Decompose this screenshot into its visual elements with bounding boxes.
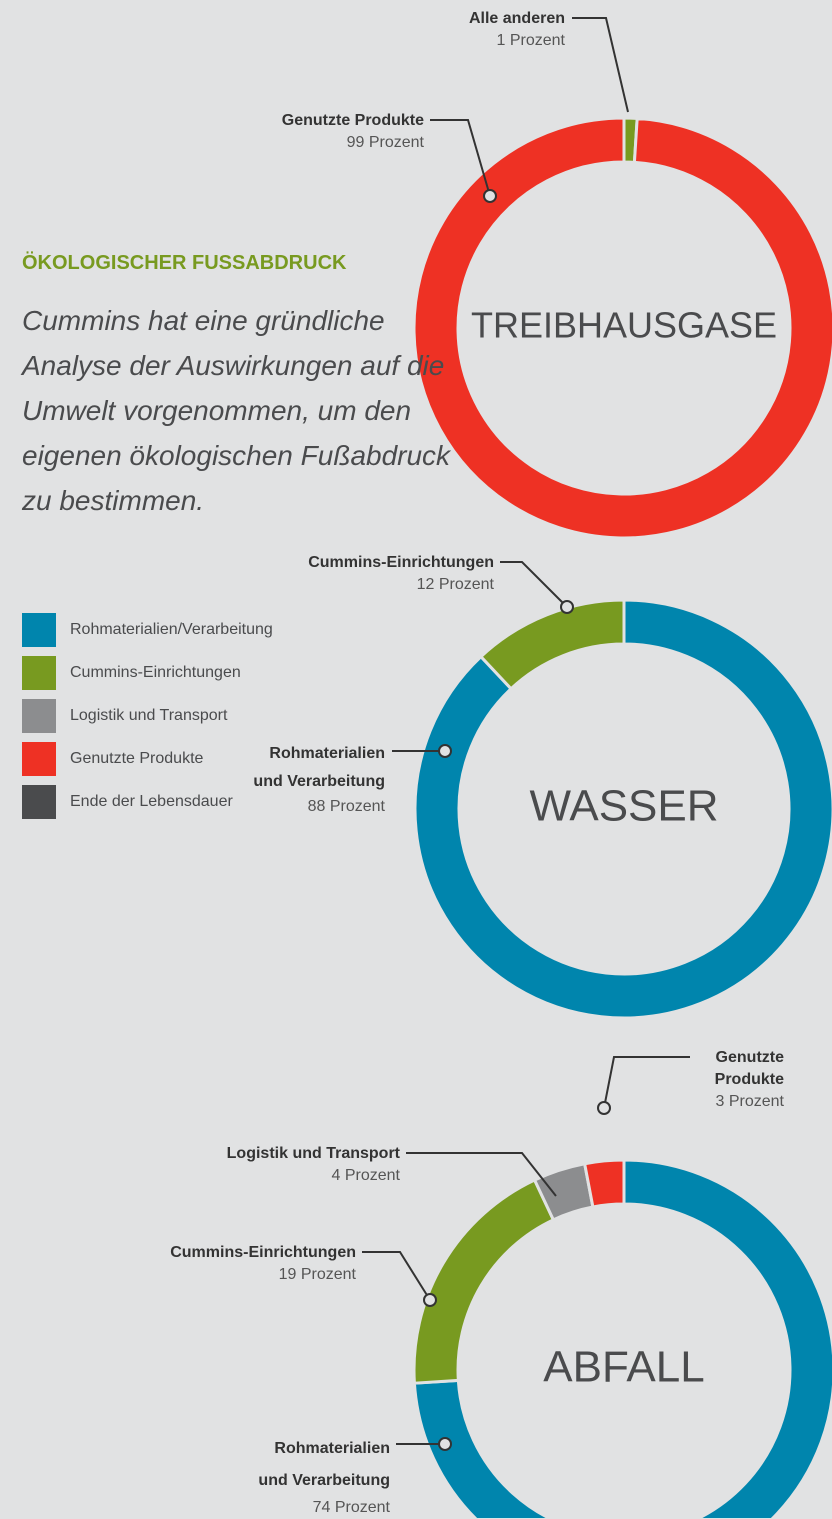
legend-label: Genutzte Produkte bbox=[70, 750, 204, 767]
donut-segment bbox=[412, 1177, 556, 1385]
donut-segment bbox=[412, 1158, 832, 1518]
legend-label: Rohmaterialien/Verarbeitung bbox=[70, 621, 273, 638]
segment-name: Rohmaterialien und Verarbeitung bbox=[258, 1440, 390, 1489]
segment-label: Genutzte Produkte 99 Prozent bbox=[224, 110, 424, 154]
segment-value: 12 Prozent bbox=[416, 576, 494, 593]
donut-title: ABFALL bbox=[543, 1343, 704, 1392]
segment-value: 88 Prozent bbox=[307, 798, 385, 815]
segment-label: Rohmaterialien und Verarbeitung 74 Prozen… bbox=[245, 1433, 390, 1519]
segment-name: Genutzte Produkte bbox=[714, 1049, 784, 1088]
heading: ÖKOLOGISCHER FUSSABDRUCK bbox=[22, 252, 347, 274]
legend-swatch bbox=[22, 785, 56, 819]
leader-line bbox=[406, 1152, 557, 1197]
segment-name: Rohmaterialien und Verarbeitung bbox=[253, 745, 385, 790]
legend-swatch bbox=[22, 699, 56, 733]
donut-segment bbox=[412, 116, 832, 540]
segment-label: Genutzte Produkte 3 Prozent bbox=[694, 1047, 784, 1113]
description: Cummins hat eine gründliche Analyse der … bbox=[22, 305, 451, 516]
leader-line bbox=[572, 17, 629, 113]
segment-label: Cummins-Einrichtungen 19 Prozent bbox=[136, 1242, 356, 1286]
legend-swatch bbox=[22, 656, 56, 690]
legend-swatch bbox=[22, 613, 56, 647]
donut-segment bbox=[582, 1158, 626, 1209]
segment-name: Alle anderen bbox=[468, 10, 565, 27]
segment-label: Alle anderen 1 Prozent bbox=[365, 8, 565, 52]
leader-dot bbox=[438, 1437, 452, 1451]
segment-name: Logistik und Transport bbox=[226, 1145, 400, 1162]
segment-label: Rohmaterialien und Verarbeitung 88 Prozen… bbox=[240, 740, 385, 818]
leader-line bbox=[603, 1056, 690, 1109]
segment-value: 99 Prozent bbox=[346, 134, 424, 151]
leader-dot bbox=[597, 1101, 611, 1115]
segment-value: 4 Prozent bbox=[331, 1167, 400, 1184]
leader-dot bbox=[423, 1293, 437, 1307]
legend-label: Ende der Lebensdauer bbox=[70, 793, 233, 810]
donut-segment bbox=[413, 598, 832, 1020]
donut-title: WASSER bbox=[529, 782, 718, 831]
segment-name: Cummins-Einrichtungen bbox=[308, 554, 494, 571]
donut-title: TREIBHAUSGASE bbox=[471, 305, 777, 346]
leader-line bbox=[500, 561, 568, 608]
legend-label: Cummins-Einrichtungen bbox=[70, 664, 241, 681]
segment-label: Cummins-Einrichtungen 12 Prozent bbox=[274, 552, 494, 596]
legend-swatch bbox=[22, 742, 56, 776]
segment-value: 3 Prozent bbox=[715, 1093, 784, 1110]
segment-value: 1 Prozent bbox=[496, 32, 565, 49]
leader-dot bbox=[560, 600, 574, 614]
segment-name: Genutzte Produkte bbox=[281, 112, 424, 129]
leader-line bbox=[430, 119, 491, 197]
leader-dot bbox=[483, 189, 497, 203]
segment-value: 19 Prozent bbox=[278, 1266, 356, 1283]
legend-label: Logistik und Transport bbox=[70, 707, 228, 724]
segment-value: 74 Prozent bbox=[312, 1499, 390, 1516]
leader-line bbox=[362, 1251, 431, 1301]
segment-name: Cummins-Einrichtungen bbox=[170, 1244, 356, 1261]
leader-dot bbox=[438, 744, 452, 758]
donut-segment bbox=[478, 598, 626, 691]
segment-label: Logistik und Transport 4 Prozent bbox=[180, 1143, 400, 1187]
